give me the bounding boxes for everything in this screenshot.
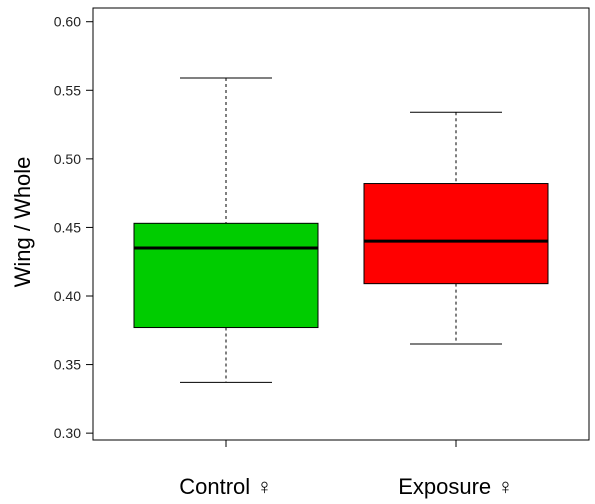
y-tick-label: 0.35 (54, 357, 81, 373)
iqr-box (363, 183, 549, 285)
y-axis-title: Wing / Whole (10, 157, 35, 288)
y-tick-label: 0.40 (54, 288, 81, 304)
plot-frame (92, 7, 590, 441)
iqr-box (133, 222, 319, 329)
y-axis: 0.30 0.35 0.40 0.45 0.50 0.55 0.60 (54, 14, 93, 441)
box-control (133, 77, 319, 383)
y-tick-label: 0.45 (54, 219, 81, 235)
box-exposure (363, 111, 549, 345)
y-tick-label: 0.55 (54, 82, 81, 98)
x-category-label: Control ♀ (179, 474, 273, 499)
y-tick-label: 0.50 (54, 151, 81, 167)
y-tick-label: 0.30 (54, 425, 81, 441)
x-category-label: Exposure ♀ (398, 474, 514, 499)
boxes (133, 77, 549, 383)
x-axis: Control ♀ Exposure ♀ (179, 440, 514, 499)
y-tick-label: 0.60 (54, 14, 81, 30)
